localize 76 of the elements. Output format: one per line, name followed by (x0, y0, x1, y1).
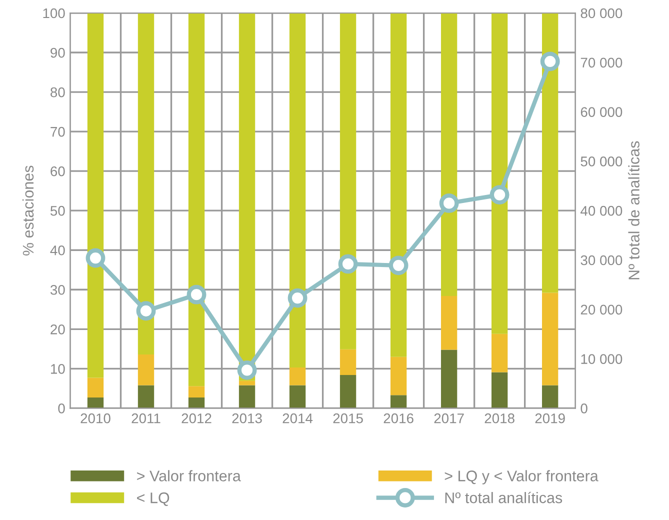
x-tick-label: 2018 (484, 413, 514, 424)
bar (188, 13, 205, 386)
y-tick-label: 100 (43, 8, 65, 18)
bar (491, 13, 508, 334)
x-tick-label: 2016 (384, 413, 414, 424)
point (288, 288, 308, 308)
bar (289, 385, 306, 408)
point (388, 256, 408, 276)
y-tick-label: 50 (50, 206, 65, 216)
bar (138, 385, 154, 408)
legend-label: > LQ y < Valor frontera (444, 470, 598, 484)
legend-label: < LQ (137, 492, 170, 506)
y2-tick-label: 0 (580, 404, 588, 414)
bar (238, 385, 256, 408)
y-tick-label: 70 (50, 126, 65, 137)
bar (491, 372, 508, 408)
point (439, 193, 459, 213)
point (237, 360, 257, 380)
bar (542, 385, 558, 408)
x-tick-label: 2010 (80, 413, 110, 424)
bar (390, 356, 407, 396)
x-tick-label: 2012 (182, 413, 212, 424)
y2-tick-label: 30 000 (580, 255, 622, 266)
point (186, 284, 206, 304)
x-tick-label: 2017 (434, 413, 464, 424)
bar (440, 13, 458, 296)
point (540, 52, 560, 72)
bar (138, 354, 154, 386)
bar (238, 13, 256, 381)
bar (138, 13, 154, 354)
bar (491, 334, 508, 372)
x-tick-label: 2015 (333, 413, 363, 424)
bar (289, 367, 306, 386)
bar (188, 398, 205, 408)
bar (542, 13, 558, 293)
bar (340, 349, 356, 376)
bar (390, 395, 407, 408)
y-tick-label: 40 (50, 245, 65, 256)
legend-label: Nº total analíticas (445, 492, 562, 504)
legend-label: > Valor frontera (137, 470, 241, 482)
y2-tick-label: 20 000 (580, 304, 622, 315)
y-tick-label: 0 (58, 404, 65, 414)
bar (440, 296, 458, 350)
bar (87, 398, 104, 408)
bar (87, 13, 104, 378)
y-tick-label: 60 (50, 166, 65, 176)
x-tick-label: 2019 (535, 413, 565, 424)
x-tick-label: 2014 (282, 413, 313, 424)
bar (289, 13, 306, 368)
y-tick-label: 20 (50, 324, 65, 334)
y2-tick-label: 40 000 (580, 206, 622, 216)
bar (238, 380, 256, 386)
bar (340, 13, 356, 350)
y-tick-label: 10 (50, 364, 65, 374)
bar (188, 386, 205, 398)
bar (87, 378, 104, 398)
point (136, 301, 156, 321)
point (86, 248, 106, 268)
bar (390, 13, 407, 357)
bar (340, 375, 356, 408)
y-axis-title: % estaciones (22, 166, 34, 256)
bar (440, 350, 458, 408)
y2-tick-label: 70 000 (580, 58, 622, 68)
point (490, 185, 510, 205)
y-tick-label: 30 (50, 284, 65, 295)
y2-tick-label: 60 000 (580, 107, 622, 117)
y-tick-label: 90 (50, 48, 65, 58)
point (338, 254, 358, 274)
bar (542, 292, 558, 386)
y2-tick-label: 50 000 (580, 156, 622, 166)
y2-axis-title: Nº total de analíticas (628, 141, 640, 280)
x-tick-label: 2011 (132, 413, 160, 424)
x-tick-label: 2013 (232, 413, 262, 424)
y2-tick-label: 10 000 (581, 354, 622, 364)
y-tick-label: 80 (50, 87, 65, 98)
y2-tick-label: 80 000 (580, 8, 622, 18)
